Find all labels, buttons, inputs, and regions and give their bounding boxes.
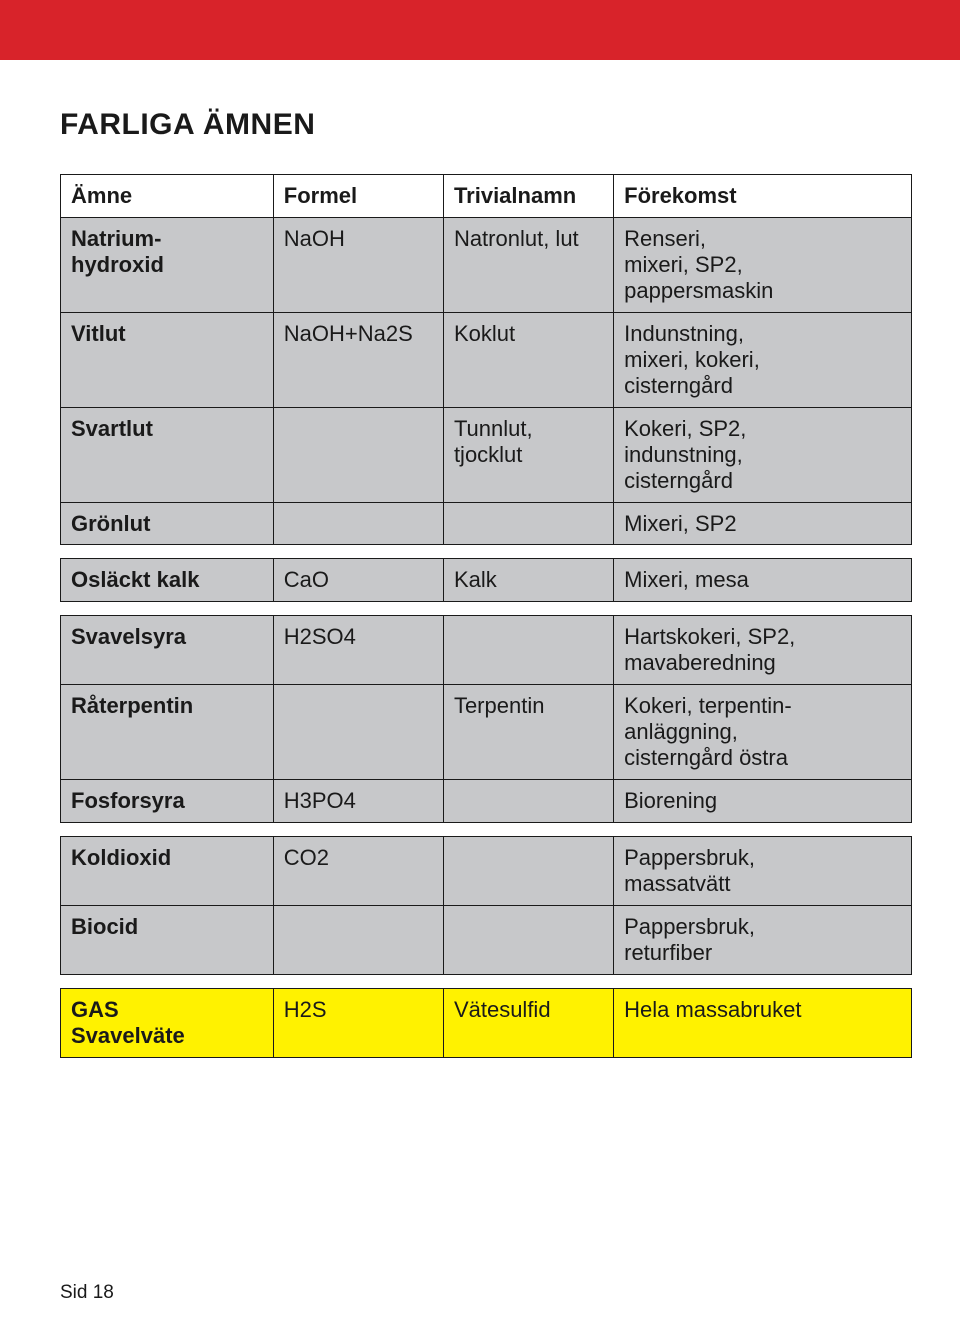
cell-formel: CaO xyxy=(273,559,443,602)
cell-forekomst: Indunstning,mixeri, kokeri,cisterngård xyxy=(614,312,912,407)
cell-amne: Svartlut xyxy=(61,407,274,502)
cell-trivial xyxy=(443,837,613,906)
cell-trivial: Koklut xyxy=(443,312,613,407)
group-spacer xyxy=(61,974,912,988)
cell-forekomst: Hartskokeri, SP2,mavaberedning xyxy=(614,616,912,685)
cell-trivial: Tunnlut,tjocklut xyxy=(443,407,613,502)
cell-amne: Vitlut xyxy=(61,312,274,407)
table-row: FosforsyraH3PO4 Biorening xyxy=(61,780,912,823)
cell-amne: Biocid xyxy=(61,906,274,975)
cell-formel: CO2 xyxy=(273,837,443,906)
cell-forekomst: Pappersbruk,returfiber xyxy=(614,906,912,975)
substances-table: Ämne Formel Trivialnamn Förekomst Natriu… xyxy=(60,174,912,1058)
table-row: Osläckt kalkCaOKalkMixeri, mesa xyxy=(61,559,912,602)
col-header-forekomst: Förekomst xyxy=(614,175,912,218)
table-header-row: Ämne Formel Trivialnamn Förekomst xyxy=(61,175,912,218)
cell-trivial: Terpentin xyxy=(443,685,613,780)
page-footer: Sid 18 xyxy=(60,1282,114,1304)
cell-amne: Koldioxid xyxy=(61,837,274,906)
cell-formel: H2SO4 xyxy=(273,616,443,685)
cell-formel xyxy=(273,502,443,545)
table-row: Råterpentin TerpentinKokeri, terpentin-an… xyxy=(61,685,912,780)
page-title: FARLIGA ÄMNEN xyxy=(60,108,912,142)
table-row: GASSvavelväteH2SVätesulfidHela massabruk… xyxy=(61,988,912,1057)
cell-amne: GASSvavelväte xyxy=(61,988,274,1057)
cell-amne: Natrium-hydroxid xyxy=(61,217,274,312)
cell-trivial: Kalk xyxy=(443,559,613,602)
cell-amne: Råterpentin xyxy=(61,685,274,780)
main-content: FARLIGA ÄMNEN Ämne Formel Trivialnamn Fö… xyxy=(0,60,960,1058)
cell-forekomst: Pappersbruk,massatvätt xyxy=(614,837,912,906)
cell-trivial xyxy=(443,906,613,975)
cell-formel xyxy=(273,685,443,780)
table-row: Biocid Pappersbruk,returfiber xyxy=(61,906,912,975)
cell-formel: NaOH xyxy=(273,217,443,312)
cell-forekomst: Renseri,mixeri, SP2,pappersmaskin xyxy=(614,217,912,312)
table-row: Natrium-hydroxidNaOHNatronlut, lutRenser… xyxy=(61,217,912,312)
cell-trivial: Vätesulfid xyxy=(443,988,613,1057)
cell-forekomst: Mixeri, mesa xyxy=(614,559,912,602)
col-header-trivial: Trivialnamn xyxy=(443,175,613,218)
table-row: KoldioxidCO2 Pappersbruk,massatvätt xyxy=(61,837,912,906)
table-row: Svartlut Tunnlut,tjocklutKokeri, SP2,indu… xyxy=(61,407,912,502)
col-header-amne: Ämne xyxy=(61,175,274,218)
cell-forekomst: Hela massabruket xyxy=(614,988,912,1057)
cell-formel: NaOH+Na2S xyxy=(273,312,443,407)
group-spacer xyxy=(61,602,912,616)
cell-amne: Fosforsyra xyxy=(61,780,274,823)
cell-formel: H2S xyxy=(273,988,443,1057)
cell-forekomst: Biorening xyxy=(614,780,912,823)
cell-formel xyxy=(273,906,443,975)
header-banner xyxy=(0,0,960,60)
cell-formel: H3PO4 xyxy=(273,780,443,823)
cell-trivial xyxy=(443,502,613,545)
cell-formel xyxy=(273,407,443,502)
cell-forekomst: Mixeri, SP2 xyxy=(614,502,912,545)
cell-amne: Grönlut xyxy=(61,502,274,545)
cell-trivial xyxy=(443,780,613,823)
group-spacer xyxy=(61,545,912,559)
group-spacer xyxy=(61,823,912,837)
cell-forekomst: Kokeri, terpentin-anläggning,cisterngård… xyxy=(614,685,912,780)
cell-amne: Osläckt kalk xyxy=(61,559,274,602)
table-row: VitlutNaOH+Na2SKoklutIndunstning,mixeri,… xyxy=(61,312,912,407)
cell-trivial xyxy=(443,616,613,685)
cell-trivial: Natronlut, lut xyxy=(443,217,613,312)
table-row: Grönlut Mixeri, SP2 xyxy=(61,502,912,545)
cell-amne: Svavelsyra xyxy=(61,616,274,685)
cell-forekomst: Kokeri, SP2,indunstning,cisterngård xyxy=(614,407,912,502)
table-row: SvavelsyraH2SO4 Hartskokeri, SP2,mavabere… xyxy=(61,616,912,685)
col-header-formel: Formel xyxy=(273,175,443,218)
